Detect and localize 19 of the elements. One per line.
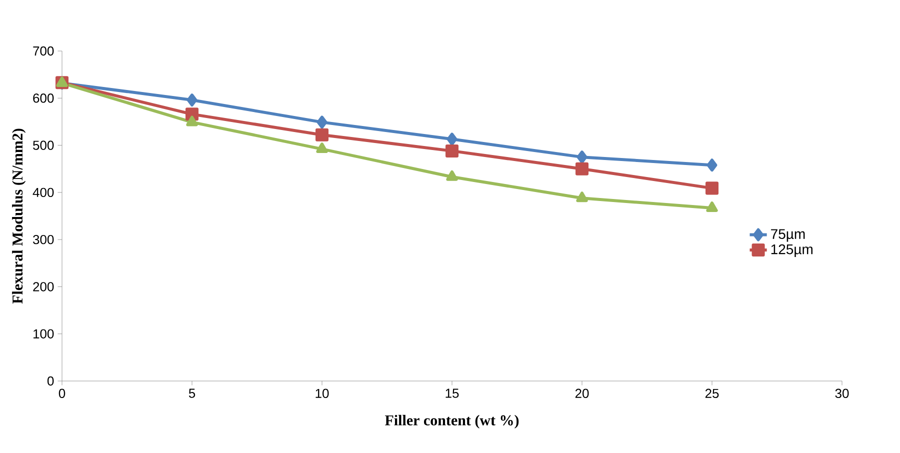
y-tick-label: 600 — [33, 94, 54, 103]
x-tick-label: 25 — [705, 388, 719, 398]
x-tick-label: 15 — [446, 388, 459, 398]
y-tick-label: 500 — [33, 140, 54, 150]
x-tick-label: 30 — [835, 388, 849, 398]
y-tick-label: 100 — [33, 329, 54, 338]
x-tick-label: 10 — [316, 388, 329, 398]
legend-label: 125µm — [771, 244, 812, 258]
x-axis-title: Filler content (wt %) — [384, 414, 519, 428]
legend-label: 75µm — [771, 229, 805, 242]
y-axis-title: Flexural Modulus (N/mm2) — [12, 128, 26, 304]
y-tick-label: 400 — [32, 188, 54, 198]
x-tick-label: 0 — [58, 388, 66, 398]
y-tick-label: 700 — [33, 46, 54, 56]
x-tick-label: 20 — [575, 388, 589, 398]
y-tick-label: 200 — [33, 282, 54, 292]
x-tick-label: 5 — [188, 388, 196, 398]
y-tick-label: 0 — [47, 376, 54, 386]
y-tick-label: 300 — [33, 234, 54, 244]
